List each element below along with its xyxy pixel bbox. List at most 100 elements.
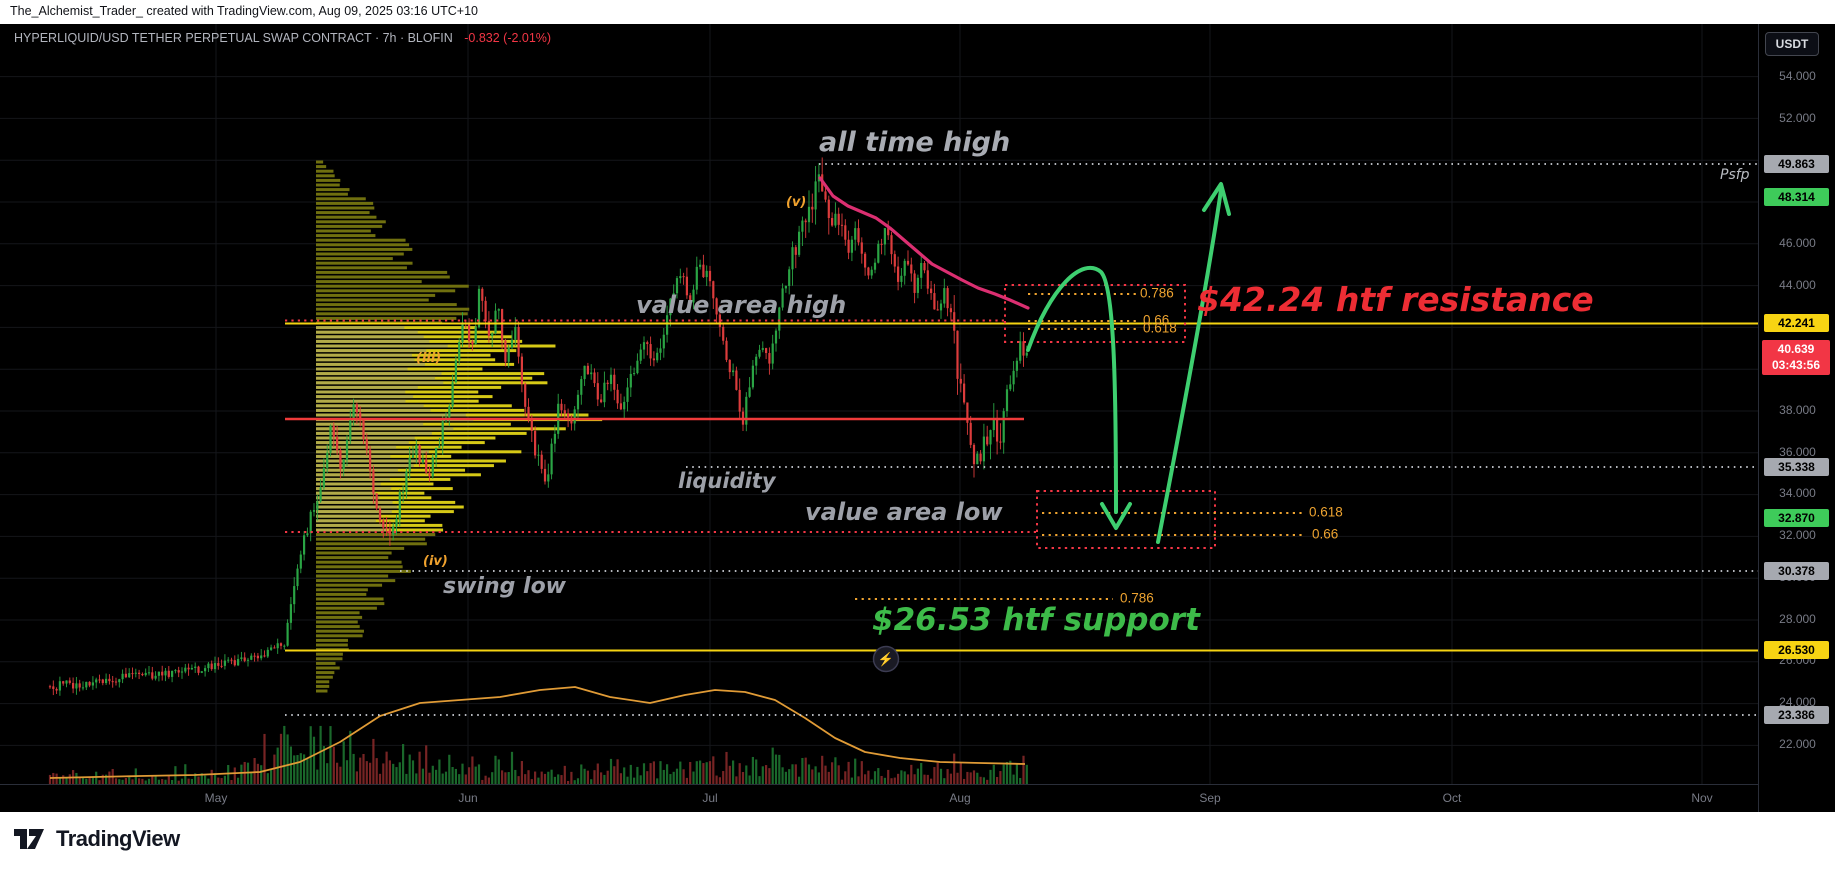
profile-bar xyxy=(316,657,343,661)
fib-lower-box[interactable] xyxy=(1036,490,1216,549)
candle-body xyxy=(916,277,919,293)
volume-bars xyxy=(48,725,1028,784)
projection-arrow-down[interactable] xyxy=(1026,265,1118,514)
volume-bar xyxy=(590,779,593,784)
month-tick-label-jul: Jul xyxy=(702,791,718,805)
profile-bar-overlay xyxy=(316,450,429,454)
profile-bar-overlay xyxy=(316,335,424,339)
candle-body xyxy=(171,670,174,677)
price-axis[interactable]: USDT 54.00052.00048.00046.00044.00038.00… xyxy=(1758,24,1835,812)
volume-bar xyxy=(722,771,725,784)
profile-bar xyxy=(316,275,450,279)
volume-bar xyxy=(949,773,952,784)
profile-bar xyxy=(316,169,334,173)
candle-body xyxy=(299,554,302,569)
projection-arrow-up[interactable] xyxy=(1156,188,1223,544)
candle-body xyxy=(319,487,322,502)
candle-body xyxy=(580,379,583,395)
volume-bar xyxy=(200,773,203,784)
pink-trend-curve[interactable] xyxy=(818,176,1030,310)
volume-bar xyxy=(850,777,853,784)
volume-bar xyxy=(484,775,487,784)
candle-body xyxy=(969,422,972,445)
candle-body xyxy=(986,436,989,445)
profile-bar xyxy=(316,183,340,187)
price-tick-label: 44.000 xyxy=(1779,278,1816,292)
candle-body xyxy=(603,382,606,403)
volume-bar xyxy=(65,777,68,784)
profile-bar xyxy=(316,178,341,182)
volume-bar xyxy=(669,774,672,784)
quick-trade-icon[interactable] xyxy=(872,645,900,673)
volume-bar xyxy=(692,771,695,784)
volume-bar xyxy=(431,765,434,784)
candle-body xyxy=(263,655,266,657)
volume-bar xyxy=(138,778,141,784)
volume-bar xyxy=(497,759,500,784)
candle-body xyxy=(207,663,210,669)
volume-bar xyxy=(662,769,665,784)
volume-bar xyxy=(666,764,669,784)
candle-body xyxy=(567,413,570,418)
candle-body xyxy=(128,673,131,678)
volume-bar xyxy=(101,774,104,784)
profile-bar xyxy=(316,684,330,688)
candle-body xyxy=(1025,352,1028,356)
candle-body xyxy=(260,655,263,659)
volume-bar xyxy=(266,773,269,784)
volume-bar xyxy=(187,778,190,784)
volume-bar xyxy=(464,774,467,784)
candle-body xyxy=(309,511,312,534)
candle-body xyxy=(976,453,979,465)
volume-bar xyxy=(893,777,896,784)
candle-body xyxy=(850,239,853,253)
volume-bar xyxy=(821,755,824,784)
volume-bar xyxy=(388,760,391,784)
candle-body xyxy=(883,228,886,245)
candle-body xyxy=(966,402,969,423)
profile-bar-overlay xyxy=(316,436,415,440)
candle-body xyxy=(75,683,78,689)
candle-body xyxy=(474,327,477,345)
volume-bar xyxy=(336,762,339,784)
candle-body xyxy=(517,327,520,357)
candle-body xyxy=(728,359,731,373)
candle-body xyxy=(411,455,415,458)
volume-bar xyxy=(979,776,982,784)
volume-bar xyxy=(405,773,408,784)
volume-bar xyxy=(966,771,969,784)
currency-toggle-button[interactable]: USDT xyxy=(1765,32,1819,56)
candle-body xyxy=(448,406,451,418)
candle-body xyxy=(246,659,250,661)
profile-bar xyxy=(316,634,363,638)
swing-low-price-label: 30.378 xyxy=(1764,561,1829,580)
time-axis[interactable]: May Jun Jul Aug Sep Oct Nov xyxy=(0,784,1835,813)
volume-bar xyxy=(946,769,949,784)
profile-bar xyxy=(316,615,363,619)
symbol-title[interactable]: HYPERLIQUID/USD TETHER PERPETUAL SWAP CO… xyxy=(14,31,453,45)
volume-bar xyxy=(699,760,702,784)
volume-bar xyxy=(283,725,286,784)
volume-bar xyxy=(194,773,197,784)
candle-body xyxy=(91,682,94,686)
volume-bar xyxy=(190,778,193,784)
candle-body xyxy=(963,383,966,403)
candle-body xyxy=(157,671,160,676)
psfp-price-label: 23.386 xyxy=(1764,705,1829,724)
volume-bar xyxy=(639,775,642,784)
candlestick-series xyxy=(48,157,1028,696)
candle-body xyxy=(114,681,118,683)
profile-bar-overlay xyxy=(316,339,430,343)
profile-bar xyxy=(316,229,371,233)
price-tick-label: 46.000 xyxy=(1779,236,1816,250)
volume-bar xyxy=(705,762,708,784)
profile-bar-overlay xyxy=(316,468,398,472)
volume-bar xyxy=(580,764,583,784)
arrow-target-high-label: 48.314 xyxy=(1764,187,1829,206)
candle-body xyxy=(880,243,883,245)
symbol-legend[interactable]: HYPERLIQUID/USD TETHER PERPETUAL SWAP CO… xyxy=(14,31,551,45)
candle-body xyxy=(256,655,259,659)
volume-bar xyxy=(204,775,207,784)
